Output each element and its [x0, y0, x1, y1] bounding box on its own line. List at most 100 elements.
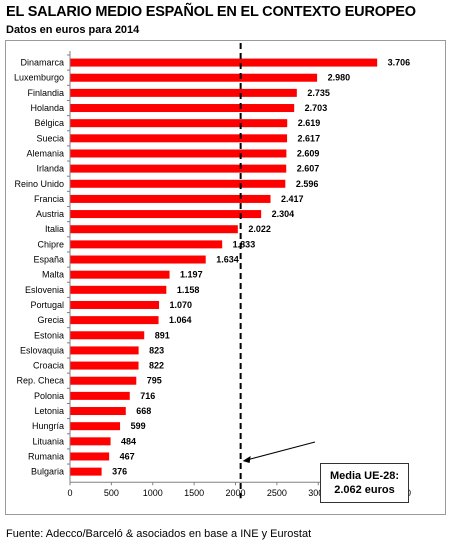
- category-label: Austria: [36, 209, 64, 219]
- x-tick-label: 3000: [308, 488, 328, 498]
- page-subtitle: Datos en euros para 2014: [6, 24, 140, 36]
- category-label: Francia: [34, 194, 64, 204]
- value-label: 2.617: [298, 133, 321, 143]
- value-label: 2.607: [297, 164, 320, 174]
- x-tick-label: 500: [104, 488, 119, 498]
- bar: [70, 285, 167, 294]
- value-label: 823: [149, 345, 164, 355]
- x-tick-label: 0: [67, 488, 72, 498]
- value-label: 1.197: [180, 270, 203, 280]
- category-label: Lituania: [32, 436, 64, 446]
- value-label: 2.703: [305, 103, 328, 113]
- bar-chart: 05001000150020002500300035004000Dinamarc…: [14, 43, 411, 499]
- bar: [70, 407, 126, 416]
- average-callout-label: Media UE-28:: [329, 470, 400, 482]
- bar: [70, 376, 137, 385]
- category-label: Italia: [45, 224, 64, 234]
- bar: [70, 391, 130, 400]
- bar: [70, 361, 139, 370]
- value-label: 716: [140, 391, 155, 401]
- value-label: 2.609: [297, 148, 320, 158]
- bar: [70, 240, 223, 249]
- category-label: Estonia: [34, 330, 64, 340]
- bar: [70, 300, 160, 309]
- x-tick-label: 1500: [184, 488, 204, 498]
- bar: [70, 331, 145, 340]
- bar: [70, 452, 110, 461]
- category-label: Portugal: [30, 300, 64, 310]
- value-label: 2.735: [307, 88, 330, 98]
- category-label: Bulgaria: [31, 467, 64, 477]
- bar: [70, 467, 102, 476]
- value-label: 2.304: [272, 209, 295, 219]
- source-note: Fuente: Adecco/Barceló & asociados en ba…: [6, 528, 312, 540]
- category-label: Alemania: [26, 148, 64, 158]
- bar: [70, 73, 318, 82]
- category-label: Suecia: [36, 133, 64, 143]
- value-label: 467: [120, 451, 135, 461]
- category-label: Finlandia: [27, 88, 64, 98]
- bar: [70, 58, 378, 67]
- category-label: Rumania: [28, 451, 64, 461]
- average-callout: Media UE-28: 2.062 euros: [320, 463, 409, 503]
- category-label: Chipre: [37, 239, 64, 249]
- category-label: Rep. Checa: [16, 376, 64, 386]
- bar: [70, 164, 287, 173]
- value-label: 1.634: [216, 255, 239, 265]
- bar: [70, 255, 206, 264]
- value-label: 376: [112, 467, 127, 477]
- bar: [70, 225, 238, 234]
- average-callout-value: 2.062 euros: [334, 484, 395, 496]
- callout-arrow-head: [242, 456, 251, 463]
- value-label: 668: [136, 406, 151, 416]
- page-title: EL SALARIO MEDIO ESPAÑOL EN EL CONTEXTO …: [6, 4, 416, 20]
- bar: [70, 149, 287, 158]
- bar: [70, 316, 159, 325]
- bar: [70, 270, 170, 279]
- value-label: 891: [155, 330, 170, 340]
- value-label: 795: [147, 376, 162, 386]
- chart-frame: 05001000150020002500300035004000Dinamarc…: [5, 40, 446, 515]
- x-tick-label: 1000: [143, 488, 163, 498]
- bar: [70, 194, 271, 203]
- value-label: 2.022: [248, 224, 271, 234]
- category-label: Croacia: [33, 361, 64, 371]
- bar: [70, 134, 288, 143]
- category-label: Irlanda: [36, 164, 64, 174]
- category-label: Holanda: [30, 103, 64, 113]
- category-label: Eslovaquia: [20, 345, 64, 355]
- bar: [70, 210, 262, 219]
- value-label: 1.070: [170, 300, 193, 310]
- category-label: Letonia: [34, 406, 64, 416]
- category-label: Reino Unido: [14, 179, 64, 189]
- value-label: 2.417: [281, 194, 304, 204]
- value-label: 1.833: [233, 239, 256, 249]
- value-label: 2.596: [296, 179, 319, 189]
- category-label: Luxemburgo: [14, 73, 64, 83]
- bar: [70, 422, 121, 431]
- value-label: 1.064: [169, 315, 192, 325]
- category-label: Dinamarca: [20, 58, 64, 68]
- value-label: 484: [121, 436, 136, 446]
- value-label: 1.158: [177, 285, 200, 295]
- bar: [70, 104, 295, 113]
- x-tick-label: 2000: [225, 488, 245, 498]
- value-label: 599: [131, 421, 146, 431]
- bar: [70, 88, 297, 97]
- category-label: Polonia: [34, 391, 64, 401]
- category-label: Eslovenia: [25, 285, 64, 295]
- value-label: 3.706: [388, 58, 411, 68]
- category-label: Bélgica: [34, 118, 64, 128]
- bar: [70, 179, 286, 188]
- category-label: España: [33, 255, 64, 265]
- bar: [70, 346, 139, 355]
- callout-arrow-line: [246, 441, 316, 461]
- value-label: 2.980: [328, 73, 351, 83]
- value-label: 2.619: [298, 118, 321, 128]
- bar: [70, 437, 111, 446]
- category-label: Grecia: [37, 315, 64, 325]
- category-label: Malta: [42, 270, 64, 280]
- category-label: Hungría: [32, 421, 64, 431]
- bar: [70, 119, 288, 128]
- value-label: 822: [149, 361, 164, 371]
